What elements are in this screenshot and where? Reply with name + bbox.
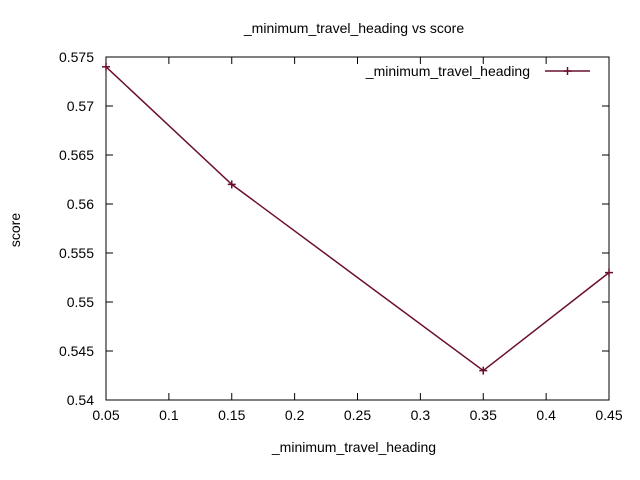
x-tick-label: 0.25 <box>344 407 371 423</box>
y-tick-label: 0.54 <box>67 392 94 408</box>
y-tick-label: 0.575 <box>59 49 94 65</box>
series-line <box>105 66 610 372</box>
y-tick-label: 0.565 <box>59 147 94 163</box>
x-tick-label: 0.45 <box>595 407 622 423</box>
axis-ticks: 0.05 0.1 0.15 0.2 0.25 0.3 0.35 0.4 0.45 0.54 0.54… <box>59 49 623 423</box>
series-layer <box>102 62 613 375</box>
legend-label: _minimum_travel_heading <box>365 63 530 79</box>
x-tick-label: 0.1 <box>159 407 179 423</box>
data-point <box>227 180 236 189</box>
plot-frame <box>105 56 610 401</box>
y-tick-label: 0.555 <box>59 245 94 261</box>
y-tick-label: 0.57 <box>67 98 94 114</box>
y-axis-label: score <box>7 213 23 247</box>
y-tick-label: 0.545 <box>59 343 94 359</box>
x-tick-label: 0.4 <box>536 407 556 423</box>
chart-title: _minimum_travel_heading vs score <box>243 20 464 36</box>
x-tick-label: 0.35 <box>470 407 497 423</box>
x-tick-label: 0.2 <box>285 407 305 423</box>
data-point <box>102 62 110 71</box>
x-axis-label: _minimum_travel_heading <box>271 439 436 455</box>
legend: _minimum_travel_heading <box>365 63 590 79</box>
data-point <box>479 366 488 375</box>
x-tick-label: 0.15 <box>218 407 245 423</box>
y-tick-label: 0.56 <box>67 196 94 212</box>
y-tick-label: 0.55 <box>67 294 94 310</box>
x-tick-label: 0.05 <box>92 407 119 423</box>
x-tick-label: 0.3 <box>411 407 431 423</box>
plot-border <box>105 56 610 401</box>
data-point <box>605 268 613 277</box>
